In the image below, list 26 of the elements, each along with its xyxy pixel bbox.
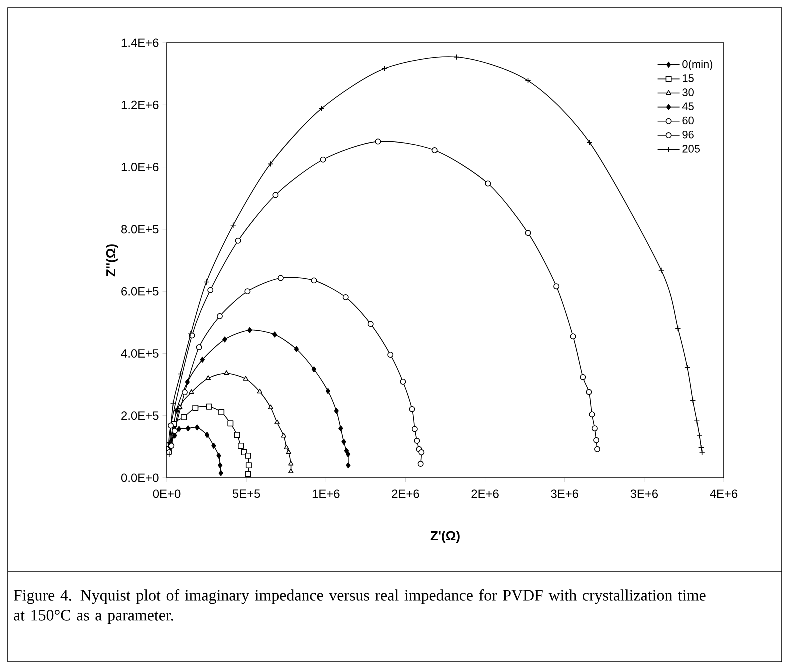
x-tick-label: 0E+0 (153, 490, 181, 498)
y-tick-label: 6.0E+5 (122, 287, 159, 296)
x-tick-label: 3E+6 (551, 490, 578, 498)
y-tick-label: 1.0E+6 (122, 163, 159, 172)
x-tick-label: 2E+6 (392, 490, 420, 498)
legend-label: 15 (683, 74, 694, 82)
x-tick-label: 1E+6 (312, 490, 340, 498)
caption: Figure 4. Nyquist plot of imaginary impedance versus real impedance for PVDF with crystallization time at 150°C as a parameter. (14, 590, 706, 624)
y-tick-label: 8.0E+5 (122, 225, 159, 234)
x-tick-label: 5E+5 (232, 490, 260, 498)
legend-label: 0(min) (682, 60, 713, 70)
y-axis-title: Z''(Ω) (106, 244, 118, 277)
x-tick-label: 3E+6 (630, 490, 658, 498)
legend-label: 45 (682, 102, 694, 110)
x-tick-label: 2E+6 (472, 490, 499, 498)
legend-label: 96 (682, 130, 694, 139)
y-tick-label: 1.2E+6 (122, 100, 159, 110)
x-tick-label: 4E+6 (710, 490, 738, 498)
y-tick-label: 4.0E+5 (121, 349, 159, 358)
y-tick-label: 0.0E+0 (121, 474, 159, 482)
legend-label: 60 (682, 116, 694, 125)
legend-label: 205 (682, 145, 700, 153)
x-axis-title: Z'(Ω) (430, 531, 460, 544)
y-tick-label: 1.4E+6 (122, 38, 159, 48)
legend-label: 30 (682, 88, 694, 96)
y-tick-label: 2.0E+5 (122, 412, 159, 420)
